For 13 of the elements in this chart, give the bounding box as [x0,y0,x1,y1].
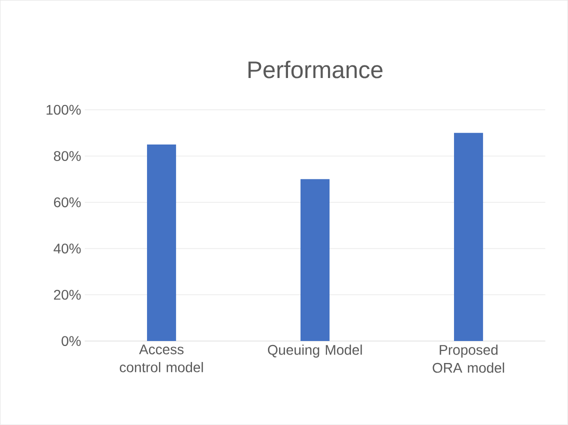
bar [147,144,176,342]
y-tick-label: 100% [46,104,81,115]
bar [454,133,484,342]
y-tick-label: 80% [54,151,81,162]
y-tick-label: 40% [54,244,81,254]
y-tick-label: 0% [62,336,81,346]
x-tick-label: Proposed ORA model [432,344,504,373]
y-tick-label: 20% [54,290,81,300]
y-tick-label: 60% [54,197,81,208]
chart-title: Performance [248,60,382,78]
bar [300,179,330,342]
x-tick-label: Access control model [120,344,203,372]
x-tick-label: Queuing Model [268,344,362,358]
